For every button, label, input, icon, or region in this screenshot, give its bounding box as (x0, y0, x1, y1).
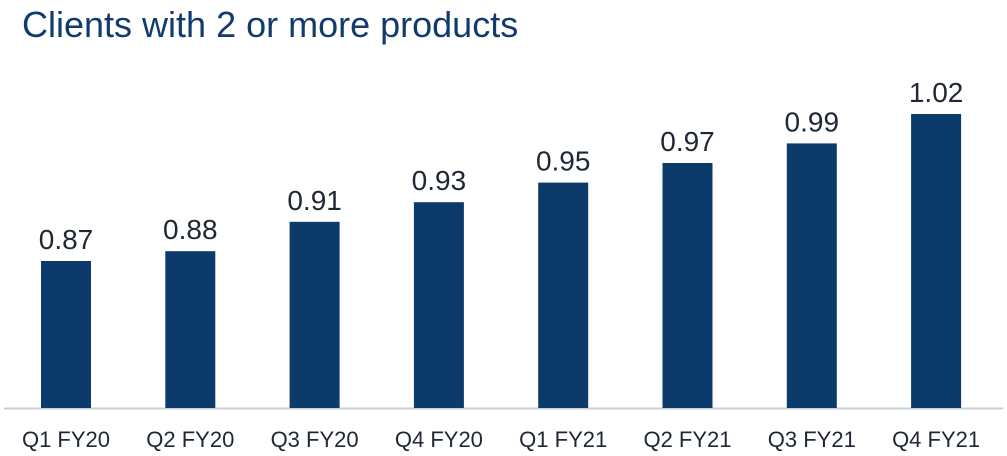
bar-6 (786, 143, 837, 408)
bar-3 (413, 202, 464, 408)
bar-0 (41, 261, 91, 408)
bar-value-label-5: 0.97 (660, 126, 715, 157)
bar-2 (289, 221, 340, 408)
bar-5 (662, 163, 713, 408)
chart-title: Clients with 2 or more products (22, 4, 519, 45)
bars-group (41, 114, 962, 408)
bar-value-label-4: 0.95 (536, 146, 591, 177)
bar-value-label-7: 1.02 (909, 77, 964, 108)
x-tick-label-3: Q4 FY20 (395, 427, 483, 452)
bar-value-label-3: 0.93 (412, 165, 467, 196)
bar-value-label-0: 0.87 (39, 224, 94, 255)
x-tick-label-1: Q2 FY20 (146, 427, 234, 452)
bar-1 (165, 251, 216, 408)
x-tick-label-5: Q2 FY21 (643, 427, 731, 452)
x-tick-labels-group: Q1 FY20 Q2 FY20 Q3 FY20 Q4 FY20 Q1 FY21 Q2 FY… (22, 427, 980, 452)
bar-value-label-2: 0.91 (287, 185, 342, 216)
x-tick-label-7: Q4 FY21 (892, 427, 980, 452)
x-tick-label-2: Q3 FY20 (271, 427, 359, 452)
bar-4 (538, 182, 589, 408)
x-tick-label-0: Q1 FY20 (22, 427, 110, 452)
value-labels-group: 0.87 0.88 0.91 0.93 0.95 0.97 0.99 1.02 (39, 77, 964, 255)
x-tick-label-6: Q3 FY21 (768, 427, 856, 452)
bar-7 (911, 114, 962, 408)
bar-value-label-1: 0.88 (163, 214, 218, 245)
bar-value-label-6: 0.99 (785, 106, 840, 137)
x-tick-label-4: Q1 FY21 (519, 427, 607, 452)
